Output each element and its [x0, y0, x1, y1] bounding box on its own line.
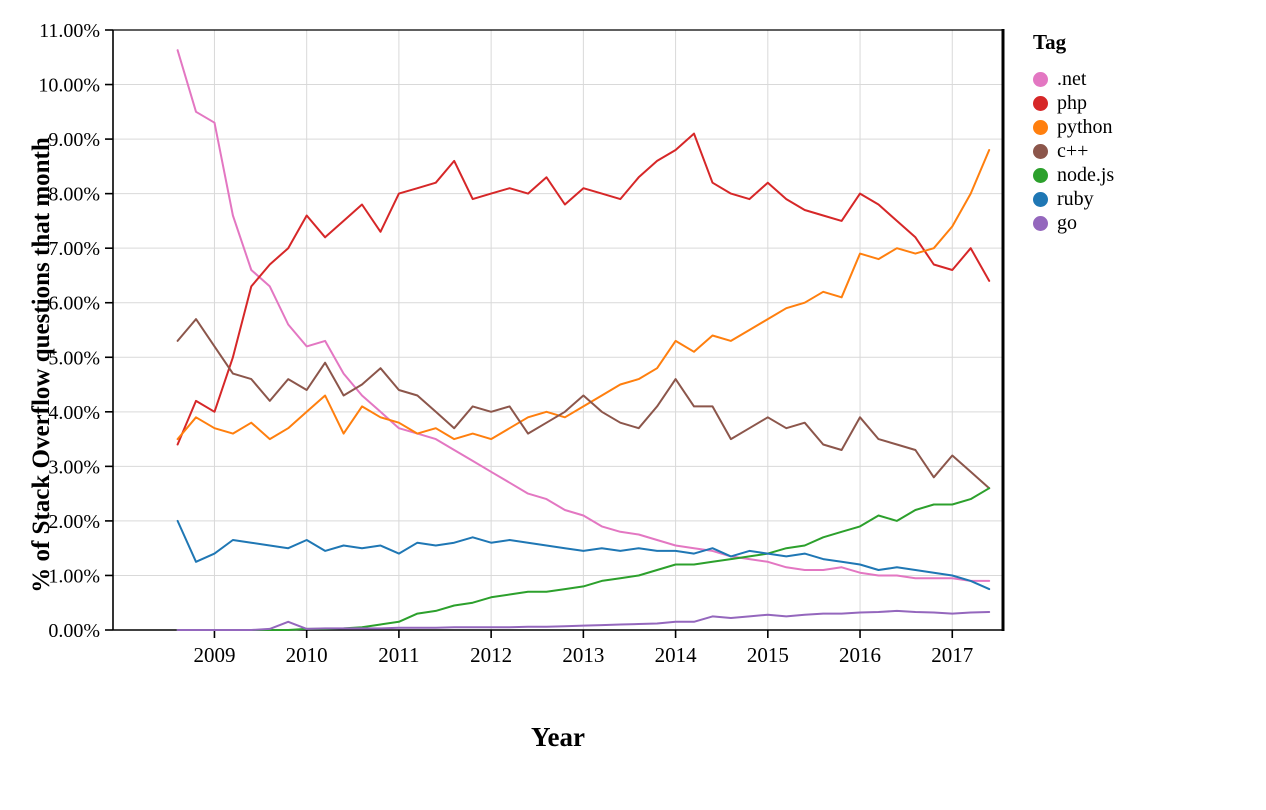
- series-line-php: [176, 132, 991, 446]
- y-axis-title: % of Stack Overflow questions that month: [28, 137, 55, 593]
- legend-swatch-icon: [1033, 167, 1048, 183]
- y-tick-label: 8.00%: [48, 184, 100, 206]
- y-tick-label: 1.00%: [48, 565, 100, 587]
- x-tick-label: 2012: [470, 643, 512, 667]
- legend-label: c++: [1057, 140, 1089, 162]
- legend-item-go: go: [1033, 211, 1253, 235]
- legend-item-.net: .net: [1033, 67, 1253, 91]
- series-line-.net: [176, 49, 991, 582]
- legend-swatch-icon: [1033, 119, 1048, 135]
- series-line-go: [176, 609, 991, 631]
- series-line-c++: [176, 318, 991, 490]
- y-tick-label: 7.00%: [48, 238, 100, 260]
- legend-label: ruby: [1057, 188, 1094, 210]
- y-tick-label: 10.00%: [38, 75, 100, 97]
- x-tick-label: 2017: [931, 643, 973, 667]
- legend-item-c++: c++: [1033, 139, 1253, 163]
- x-tick-label: 2014: [655, 643, 698, 667]
- y-tick-label: 4.00%: [48, 402, 100, 424]
- y-tick-label: 11.00%: [39, 20, 100, 42]
- y-tick-label: 3.00%: [48, 456, 100, 478]
- legend-swatch-icon: [1033, 191, 1048, 207]
- legend-swatch-icon: [1033, 71, 1048, 87]
- legend-item-php: php: [1033, 91, 1253, 115]
- x-tick-label: 2016: [839, 643, 881, 667]
- series-line-python: [176, 149, 991, 441]
- legend: Tag .net php python c++ node.js ruby go: [1033, 30, 1253, 235]
- x-tick-label: 2013: [562, 643, 604, 667]
- legend-label: go: [1057, 212, 1077, 234]
- series-line-ruby: [176, 519, 991, 591]
- x-axis-title: Year: [531, 722, 585, 752]
- legend-label: php: [1057, 92, 1087, 114]
- legend-label: node.js: [1057, 164, 1115, 186]
- legend-label: .net: [1057, 68, 1087, 90]
- y-tick-label: 0.00%: [48, 620, 100, 642]
- legend-swatch-icon: [1033, 95, 1048, 111]
- x-tick-label: 2015: [747, 643, 789, 667]
- legend-item-python: python: [1033, 115, 1253, 139]
- y-tick-label: 2.00%: [48, 511, 100, 533]
- legend-item-ruby: ruby: [1033, 187, 1253, 211]
- x-tick-label: 2009: [193, 643, 235, 667]
- legend-swatch-icon: [1033, 215, 1048, 231]
- x-tick-label: 2010: [286, 643, 328, 667]
- y-tick-label: 9.00%: [48, 129, 100, 151]
- legend-label: python: [1057, 116, 1113, 138]
- y-tick-label: 5.00%: [48, 347, 100, 369]
- y-tick-label: 6.00%: [48, 293, 100, 315]
- legend-title: Tag: [1033, 30, 1067, 54]
- legend-item-node.js: node.js: [1033, 163, 1253, 187]
- legend-items: .net php python c++ node.js ruby go: [1033, 67, 1253, 235]
- legend-swatch-icon: [1033, 143, 1048, 159]
- x-tick-label: 2011: [378, 643, 419, 667]
